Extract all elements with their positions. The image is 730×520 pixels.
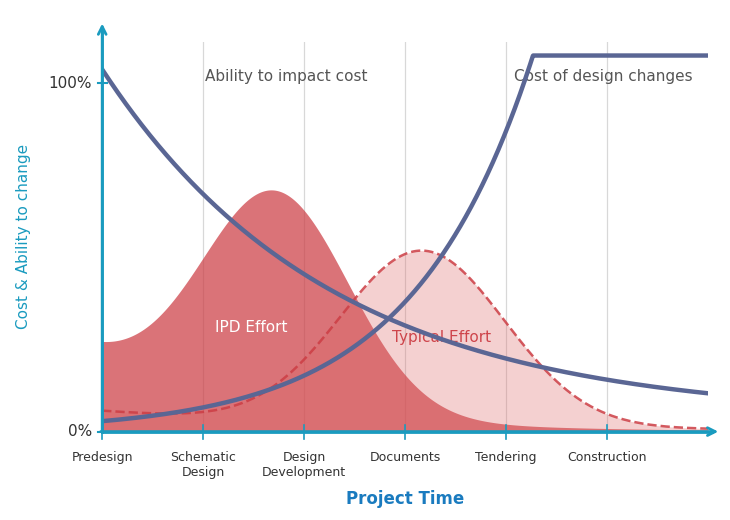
Text: 0%: 0%	[68, 424, 92, 439]
Text: IPD Effort: IPD Effort	[215, 320, 287, 335]
Text: Cost of design changes: Cost of design changes	[514, 69, 693, 84]
Text: 100%: 100%	[48, 76, 92, 91]
Text: Construction: Construction	[567, 451, 647, 464]
Text: Typical Effort: Typical Effort	[392, 330, 491, 345]
Text: Project Time: Project Time	[346, 490, 464, 508]
Text: Schematic
Design: Schematic Design	[170, 451, 236, 479]
Text: Predesign: Predesign	[72, 451, 133, 464]
Text: Tendering: Tendering	[475, 451, 537, 464]
Text: Design
Development: Design Development	[262, 451, 346, 479]
Text: Documents: Documents	[369, 451, 441, 464]
Text: Cost & Ability to change: Cost & Ability to change	[16, 144, 31, 329]
Text: Ability to impact cost: Ability to impact cost	[205, 69, 368, 84]
